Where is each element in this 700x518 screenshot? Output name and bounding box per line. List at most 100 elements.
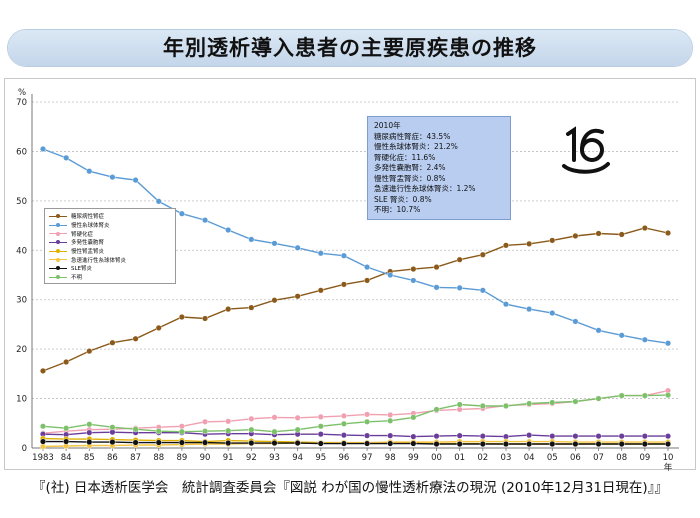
data-point	[132, 439, 139, 446]
x-tick-label: 10	[663, 453, 674, 463]
data-point	[410, 266, 417, 273]
source-citation: 『(社) 日本透析医学会 統計調査委員会『図説 わが国の慢性透析療法の現況 (2…	[32, 480, 668, 496]
data-point	[248, 236, 255, 243]
legend-item: 慢性糸球体腎炎	[49, 221, 171, 230]
x-tick-label: 86	[107, 453, 118, 463]
legend-swatch	[49, 247, 67, 255]
data-point	[63, 154, 70, 161]
data-point	[641, 225, 648, 232]
x-tick-label: 08	[616, 453, 627, 463]
x-axis-label: 年	[664, 462, 673, 473]
legend-label: 糖尿病性腎症	[71, 214, 105, 221]
data-point	[40, 145, 47, 152]
data-point	[317, 431, 324, 438]
legend-swatch	[49, 238, 67, 246]
x-tick-label: 92	[246, 453, 257, 463]
y-tick-label: 20	[16, 345, 27, 355]
legend-swatch	[49, 212, 67, 220]
data-point	[572, 232, 579, 239]
data-point	[526, 432, 533, 439]
legend-item: 腎硬化症	[49, 229, 171, 238]
data-point	[178, 439, 185, 446]
legend-label: 急速進行性糸球体腎炎	[71, 257, 127, 264]
data-point	[109, 424, 116, 431]
legend-swatch	[49, 221, 67, 229]
data-point	[271, 297, 278, 304]
series-line	[42, 148, 669, 344]
data-point	[155, 428, 162, 435]
data-point	[595, 433, 602, 440]
series-line	[42, 440, 668, 448]
data-point	[641, 392, 648, 399]
data-point	[364, 277, 371, 284]
data-point	[132, 335, 139, 342]
x-tick-label: 89	[176, 453, 187, 463]
data-point	[40, 367, 47, 374]
data-point	[387, 440, 394, 447]
data-point	[479, 287, 486, 294]
data-point	[109, 339, 116, 346]
chart-frame	[4, 78, 696, 470]
data-point	[665, 433, 672, 440]
data-point	[572, 318, 579, 325]
data-point	[595, 441, 602, 448]
y-tick-label: 30	[16, 296, 27, 306]
data-point	[665, 441, 672, 448]
data-point	[271, 440, 278, 447]
data-point	[364, 440, 371, 447]
data-point	[178, 314, 185, 321]
data-point	[433, 264, 440, 271]
data-point	[340, 440, 347, 447]
legend-item: 不明	[49, 273, 171, 282]
data-point	[202, 428, 209, 435]
data-point	[86, 348, 93, 355]
summary-line: 急速進行性糸球体腎炎：1.2%	[374, 184, 476, 193]
x-tick-label: 84	[61, 453, 72, 463]
data-point	[340, 432, 347, 439]
data-point	[526, 240, 533, 247]
data-point	[155, 324, 162, 331]
data-point	[410, 277, 417, 284]
data-point	[340, 281, 347, 288]
x-tick-label: 90	[200, 453, 211, 463]
series-line	[43, 440, 668, 445]
data-point	[40, 438, 47, 445]
data-point	[294, 440, 301, 447]
y-tick-label: 10	[16, 395, 27, 405]
y-tick-label: 40	[16, 246, 27, 256]
data-point	[572, 433, 579, 440]
x-tick-label: 05	[547, 453, 558, 463]
data-point	[433, 284, 440, 291]
legend-label: 慢性腎盂腎炎	[71, 249, 105, 256]
data-point	[340, 412, 347, 419]
data-point	[479, 251, 486, 258]
page-title: 年別透析導入患者の主要原疾患の推移	[163, 36, 537, 60]
data-point	[364, 411, 371, 418]
data-point	[665, 340, 672, 347]
y-tick-label: 0	[22, 444, 27, 454]
summary-2010-box: 2010年 糖尿病性腎症：43.5% 慢性糸球体腎炎：21.2% 腎硬化症：11.6%…	[367, 116, 511, 220]
data-point	[549, 310, 556, 317]
data-point	[63, 358, 70, 365]
data-point	[202, 315, 209, 322]
data-point	[271, 428, 278, 435]
data-point	[248, 426, 255, 433]
data-point	[618, 441, 625, 448]
x-tick-label: 95	[315, 453, 326, 463]
data-point	[387, 411, 394, 418]
x-tick-label: 01	[454, 453, 465, 463]
data-point	[40, 423, 47, 430]
data-point	[132, 177, 139, 184]
data-point	[549, 433, 556, 440]
summary-line: 慢性糸球体腎炎：21.2%	[374, 142, 458, 151]
data-point	[340, 252, 347, 259]
data-point	[526, 306, 533, 313]
series-line	[42, 394, 669, 433]
y-tick-label: 70	[16, 98, 27, 108]
x-tick-label: 03	[501, 453, 512, 463]
data-point	[317, 287, 324, 294]
summary-line: 不明：10.7%	[374, 205, 421, 214]
summary-line: 腎硬化症：11.6%	[374, 152, 436, 162]
data-point	[410, 440, 417, 447]
